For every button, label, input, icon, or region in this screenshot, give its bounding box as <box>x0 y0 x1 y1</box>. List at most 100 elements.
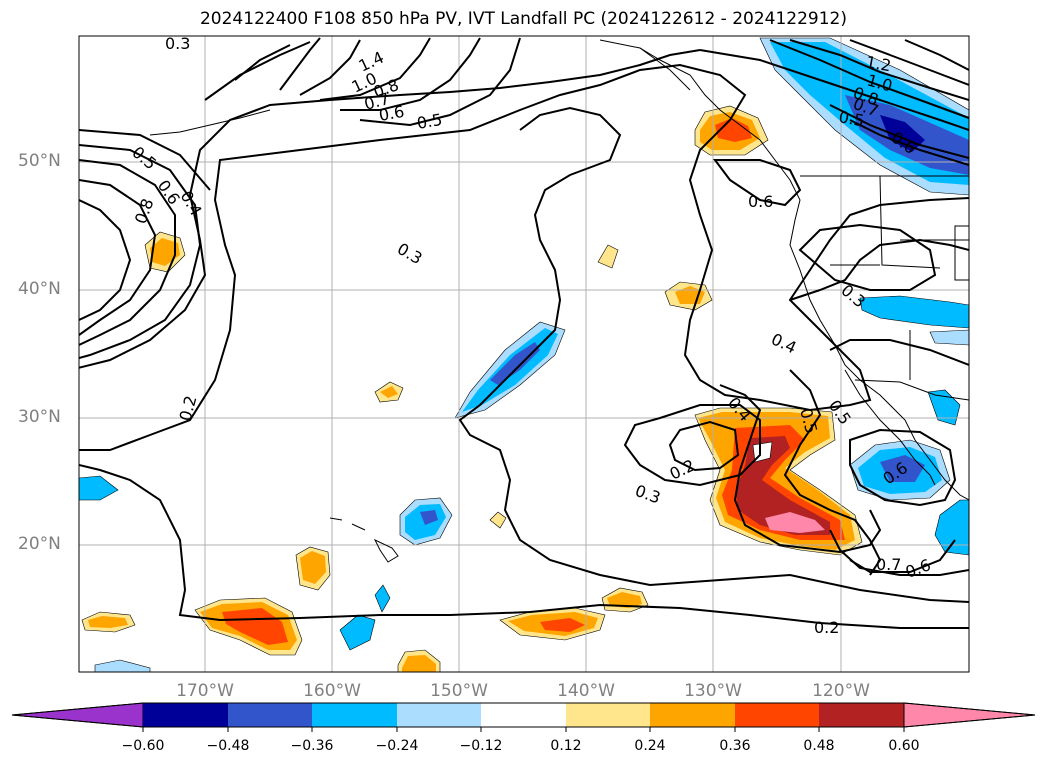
lat-label-30n: 30°N <box>18 407 61 427</box>
colorbar-bin-6 <box>566 703 650 727</box>
shade-neg-mexico <box>934 499 969 556</box>
contour-nepac-4 <box>904 39 969 71</box>
contour-0.5-nepac <box>699 49 969 131</box>
shade-neg-sw <box>94 659 151 672</box>
lon-label-150w: 150°W <box>430 681 488 701</box>
shade-neg-west <box>79 475 119 501</box>
contour-aleutian-6 <box>340 37 481 111</box>
colorbar <box>11 702 1036 732</box>
colorbar-bin-1 <box>143 703 228 727</box>
contour-0.3-coast <box>798 223 937 291</box>
hawaii-islands <box>329 517 399 563</box>
shade-pos-14n-center-strong <box>540 618 585 632</box>
shade-pos-18n-mid <box>300 551 326 584</box>
colorbar-label-9: 0.48 <box>803 738 835 754</box>
contour-0.3-center <box>458 106 969 603</box>
contour-0.6-loop <box>849 428 957 507</box>
contour-0.2-outer <box>79 63 969 451</box>
clabel-28: 0.7 <box>876 555 901 574</box>
colorbar-label-6: 0.12 <box>550 738 582 754</box>
contour-west-4 <box>79 144 202 359</box>
lon-label-160w: 160°W <box>303 681 361 701</box>
shade-neg-south1 <box>339 614 376 651</box>
clabel-0: 0.3 <box>165 34 190 53</box>
lon-label-130w: 130°W <box>684 681 742 701</box>
contour-west-2 <box>79 179 157 336</box>
colorbar-label-2: −0.48 <box>206 738 250 754</box>
lat-label-40n: 40°N <box>18 279 61 299</box>
contour-0.5 <box>783 369 882 576</box>
clabel-5: 0.6 <box>377 102 405 125</box>
contour-nepac-3 <box>849 39 969 86</box>
lat-label-20n: 20°N <box>18 534 61 554</box>
colorbar-bin-2 <box>228 703 312 727</box>
colorbar-label-10: 0.60 <box>888 738 920 754</box>
colorbar-label-3: −0.36 <box>290 738 334 754</box>
contour-nepac-close2 <box>829 104 969 159</box>
lon-label-120w: 120°W <box>812 681 870 701</box>
shade-neg-baja-dark <box>880 455 925 482</box>
north-america-coast <box>639 47 969 501</box>
us-mexico-border <box>854 379 969 401</box>
contour-aleutian-7 <box>359 37 521 127</box>
contour-0.2-loop <box>668 420 740 472</box>
clabel-13: 1.2 <box>864 52 892 75</box>
contour-nepac-1 <box>769 39 969 119</box>
shade-neg-nor <box>929 329 969 346</box>
colorbar-bin-4 <box>397 703 481 727</box>
contour-0.7 <box>849 539 956 573</box>
colorbar-label-8: 0.36 <box>719 738 751 754</box>
contour-aleutian-4 <box>299 39 361 96</box>
shade-neg-central-dark <box>490 342 540 385</box>
contour-aleutian-2 <box>234 44 291 81</box>
shade-pos-42n <box>597 244 619 269</box>
contour-0.4-mid <box>789 238 969 301</box>
colorbar-bin-8 <box>735 703 819 727</box>
contour-0.5-calif <box>829 339 969 366</box>
contour-0.6-bc <box>713 159 802 207</box>
clabel-6: 0.5 <box>415 110 443 133</box>
contour-0.3-big <box>79 49 701 369</box>
contour-west-3 <box>79 159 176 346</box>
shade-pos-12n-mid <box>402 655 436 672</box>
contour-west-5 <box>79 129 211 191</box>
colorbar-label-7: 0.24 <box>634 738 666 754</box>
pv-contours <box>79 37 969 629</box>
shade-neg-hawaii-dark <box>420 510 438 525</box>
map-title: 2024122400 F108 850 hPa PV, IVT Landfall… <box>199 9 847 29</box>
contour-aleutian-3 <box>279 37 321 91</box>
contour-nepac-close <box>849 119 969 166</box>
colorbar-label-4: −0.24 <box>375 738 419 754</box>
shade-neg-gulfca <box>927 389 961 426</box>
colorbar-label-5: −0.12 <box>459 738 503 754</box>
colorbar-bin-7 <box>650 703 735 727</box>
colorbar-ticks <box>142 727 905 732</box>
coastlines <box>149 39 969 563</box>
lat-label-50n: 50°N <box>18 151 61 171</box>
clabel-30: 0.2 <box>814 618 839 637</box>
contour-aleutian-5 <box>319 37 431 101</box>
contour-0.3-loop <box>623 404 761 487</box>
colorbar-extend-high <box>903 702 1036 728</box>
map-plot-area: 0.3 1.4 1.0 0.8 0.7 0.6 0.5 0.5 0.6 0.8 … <box>79 34 969 672</box>
shade-pos-main-max <box>765 512 825 533</box>
shade-pos-bc-strong <box>715 118 752 142</box>
contour-west-1 <box>79 199 132 321</box>
aleutians <box>149 109 271 136</box>
state-border-4 <box>954 225 969 281</box>
colorbar-label-1: −0.60 <box>121 738 165 754</box>
shade-pos-15n-west-strong <box>222 608 288 645</box>
clabel-17: 0.5 <box>837 107 865 130</box>
colorbar-bin-9 <box>819 703 904 727</box>
shade-neg-norcal <box>859 295 969 329</box>
lon-label-140w: 140°W <box>557 681 615 701</box>
lon-label-170w: 170°W <box>176 681 234 701</box>
shade-pos-16n-mid <box>607 592 642 608</box>
shade-pos-30n-mid <box>380 386 398 398</box>
shade-pos-14n-far-mid <box>88 616 128 628</box>
shade-pos-22n <box>489 511 507 529</box>
baja-peninsula <box>844 369 936 486</box>
map-frame <box>78 35 970 673</box>
colorbar-bin-5 <box>481 703 566 727</box>
